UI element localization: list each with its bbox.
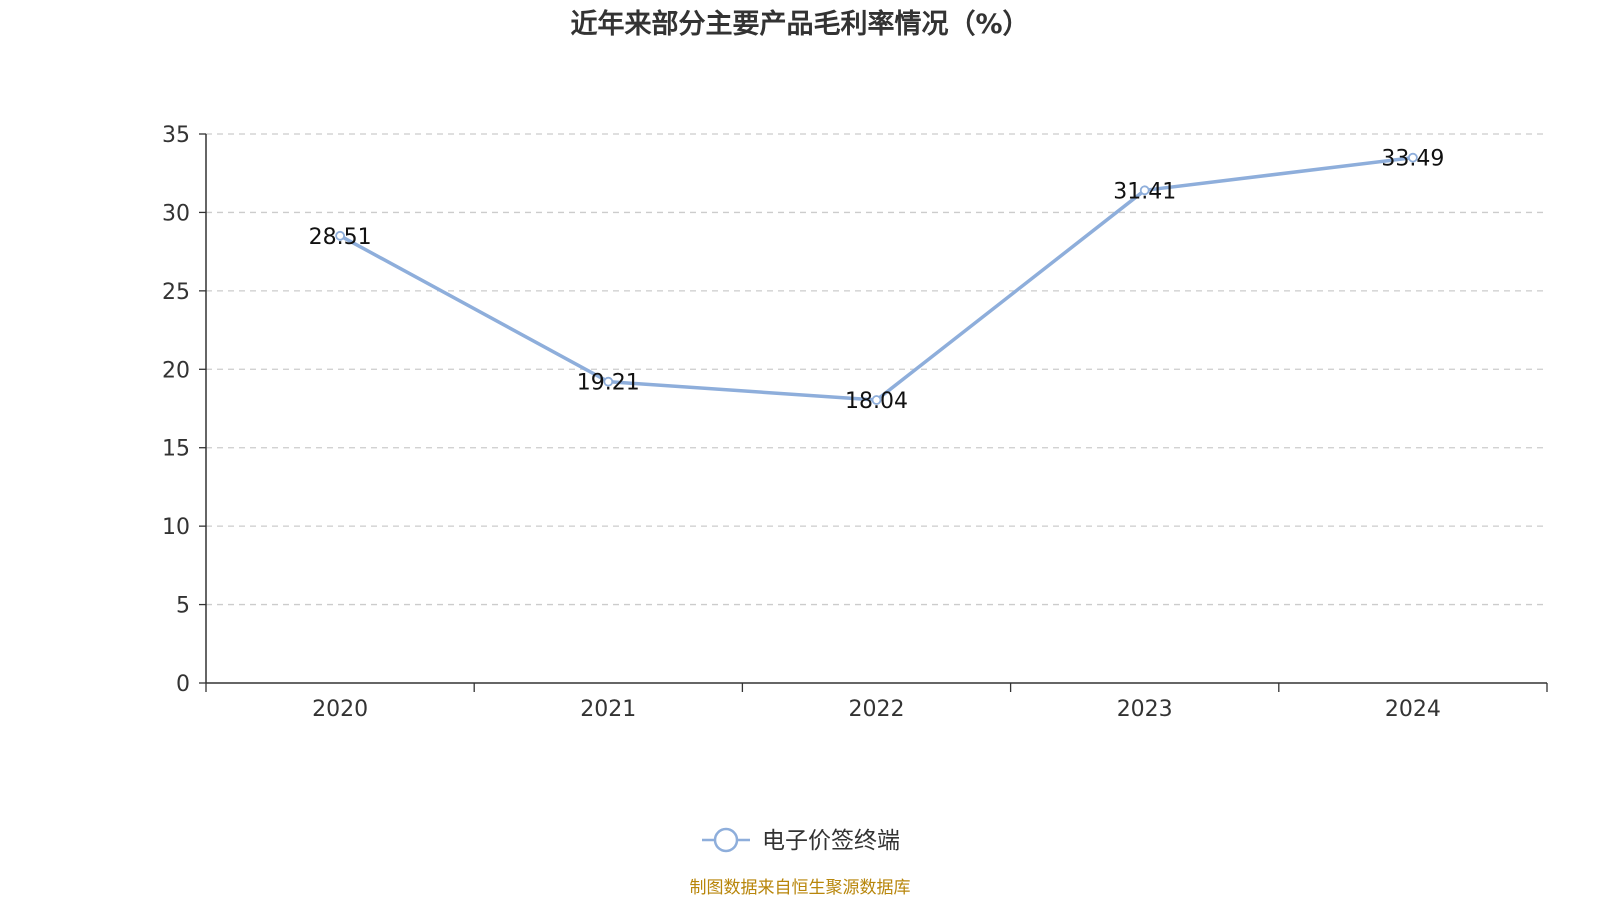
data-point-2020 (335, 230, 346, 241)
y-tick-label-0: 0 (176, 672, 190, 697)
series-layer (335, 152, 1418, 405)
data-point-2021 (603, 376, 614, 387)
legend-label: 电子价签终端 (762, 828, 900, 854)
data-label-2020: 28.51 (309, 225, 372, 250)
legend[interactable]: 电子价签终端 (702, 827, 900, 854)
x-tick-label-2020: 2020 (312, 697, 368, 722)
series-line-0 (338, 155, 1415, 402)
x-tick-label-2023: 2023 (1117, 697, 1173, 722)
data-point-2023 (1139, 185, 1150, 196)
grid-lines (206, 133, 1547, 606)
y-tick-label-20: 20 (162, 358, 190, 383)
data-labels: 28.51 19.21 18.04 31.41 33.49 (309, 147, 1445, 414)
data-label-2021: 19.21 (577, 371, 640, 396)
y-tick-label-10: 10 (162, 515, 190, 540)
x-tick-label-2021: 2021 (580, 697, 636, 722)
chart-title: 近年来部分主要产品毛利率情况（%） (570, 8, 1029, 40)
legend-circle-marker (713, 827, 739, 853)
y-tick-label-5: 5 (176, 594, 190, 619)
axes: 0 5 10 15 20 25 30 35 2020 2021 2022 2023 2024 (162, 123, 1548, 722)
y-tick-label-15: 15 (162, 437, 190, 462)
data-point-2024 (1408, 152, 1418, 163)
source-note: 制图数据来自恒生聚源数据库 (690, 878, 911, 898)
data-label-2022: 18.04 (845, 389, 908, 414)
data-label-2023: 31.41 (1113, 179, 1176, 204)
data-label-2024: 33.49 (1381, 147, 1444, 172)
y-tick-label-25: 25 (162, 280, 190, 305)
data-point-2022 (871, 395, 882, 405)
x-tick-label-2022: 2022 (849, 697, 905, 722)
x-tick-label-2024: 2024 (1385, 697, 1441, 722)
y-tick-label-30: 30 (162, 201, 190, 226)
y-tick-label-35: 35 (162, 123, 190, 148)
